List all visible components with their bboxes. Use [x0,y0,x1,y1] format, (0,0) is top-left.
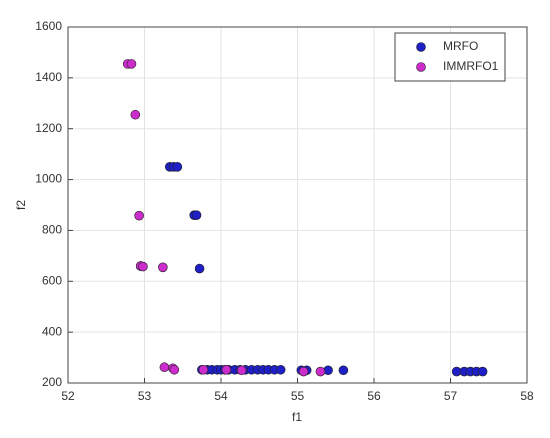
x-tick-label: 53 [138,389,152,403]
point [130,109,141,120]
point [477,366,488,377]
plot-border [67,26,528,384]
point [236,365,247,376]
point [126,59,137,69]
x-tick-label: 54 [214,389,228,403]
y-tick-label: 800 [42,223,62,237]
x-tick-label: 55 [291,389,305,403]
point [194,263,205,274]
point [298,366,309,377]
point [158,262,168,273]
point [221,364,232,375]
x-axis-label: f1 [292,410,302,424]
point [172,162,183,172]
point [198,364,209,375]
point [191,210,202,220]
x-tick-label: 52 [61,389,75,403]
point [338,365,349,376]
point [134,210,144,221]
legend-marker [416,42,426,52]
legend-box [394,32,506,82]
legend-marker [416,62,426,72]
x-tick-label: 58 [520,389,534,403]
y-tick-label: 400 [42,324,62,338]
point [138,261,148,272]
y-tick-label: 1200 [35,121,62,135]
x-tick-label: 56 [367,389,381,403]
point [159,362,170,373]
point [315,366,326,377]
legend-label: MRFO [443,39,478,53]
x-tick-label: 57 [444,389,458,403]
y-tick-label: 600 [42,273,62,287]
y-axis-label: f2 [14,200,28,210]
y-tick-label: 200 [42,375,62,389]
legend-label: IMMRFO1 [443,59,499,73]
point [169,364,180,375]
point [275,364,286,375]
y-tick-label: 1000 [35,172,62,186]
y-tick-label: 1600 [35,19,62,33]
y-tick-label: 1400 [35,70,62,84]
